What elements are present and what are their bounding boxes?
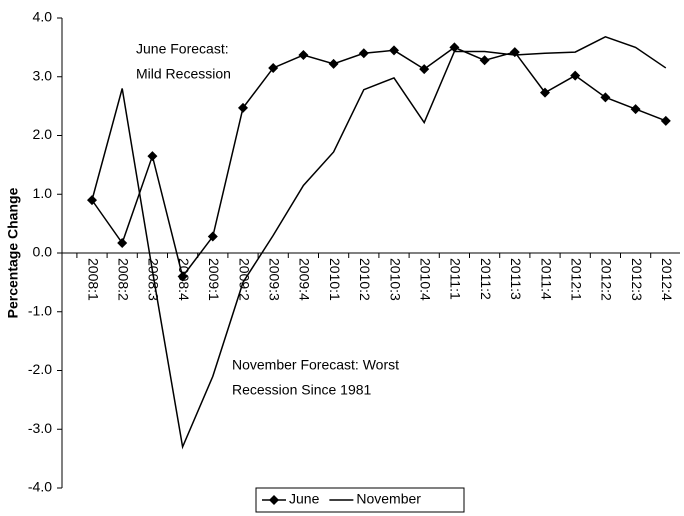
x-tick-label: 2012:4 xyxy=(659,258,675,301)
data-point xyxy=(147,151,158,162)
annotation: Recession Since 1981 xyxy=(232,382,372,398)
data-point xyxy=(177,271,188,282)
data-point xyxy=(479,55,490,66)
x-tick-label: 2011:2 xyxy=(478,258,494,300)
x-tick-label: 2010:3 xyxy=(387,258,403,301)
data-point xyxy=(207,231,218,242)
x-tick-label: 2008:2 xyxy=(115,258,131,301)
data-point xyxy=(358,48,369,59)
x-tick-label: 2012:3 xyxy=(629,258,645,301)
y-tick-label: 3.0 xyxy=(33,67,53,83)
x-tick-label: 2012:1 xyxy=(568,258,584,301)
annotation: June Forecast: xyxy=(136,41,229,57)
x-tick-label: 2009:1 xyxy=(206,258,222,301)
x-tick-label: 2011:4 xyxy=(538,258,554,300)
y-tick-label: -4.0 xyxy=(28,479,52,495)
x-tick-label: 2008:1 xyxy=(85,258,101,301)
y-tick-label: -1.0 xyxy=(28,302,52,318)
data-point xyxy=(117,238,128,249)
x-tick-label: 2009:3 xyxy=(266,258,282,301)
series-line xyxy=(91,35,667,450)
annotation: November Forecast: Worst xyxy=(232,357,399,373)
x-tick-label: 2010:1 xyxy=(327,258,343,301)
annotation: Mild Recession xyxy=(136,66,231,82)
data-point xyxy=(540,87,550,98)
y-tick-label: 4.0 xyxy=(33,9,53,25)
data-point xyxy=(389,45,399,56)
legend-box xyxy=(255,487,465,513)
series-line xyxy=(91,46,667,279)
legend-label: November xyxy=(356,491,421,507)
y-axis-label: Percentage Change xyxy=(5,187,21,318)
data-point xyxy=(570,70,581,81)
legend-marker xyxy=(269,495,279,505)
x-tick-label: 2010:2 xyxy=(357,258,373,301)
x-tick-label: 2009:4 xyxy=(297,258,313,301)
legend-label: June xyxy=(289,491,320,507)
y-tick-label: -3.0 xyxy=(28,420,52,436)
x-tick-label: 2010:4 xyxy=(417,258,433,301)
data-point xyxy=(660,115,671,126)
x-tick-label: 2011:1 xyxy=(448,258,464,300)
x-tick-label: 2011:3 xyxy=(508,258,524,300)
data-point xyxy=(600,92,611,103)
data-point xyxy=(630,104,641,115)
y-tick-label: 1.0 xyxy=(33,185,53,201)
data-point xyxy=(238,102,248,113)
y-tick-label: 2.0 xyxy=(33,126,53,142)
data-point xyxy=(419,64,430,75)
data-point xyxy=(268,62,279,73)
data-point xyxy=(328,58,339,69)
data-point xyxy=(449,42,460,53)
y-tick-label: 0.0 xyxy=(33,244,53,260)
x-tick-label: 2012:2 xyxy=(599,258,615,301)
data-point xyxy=(298,50,309,61)
y-tick-label: -2.0 xyxy=(28,361,52,377)
